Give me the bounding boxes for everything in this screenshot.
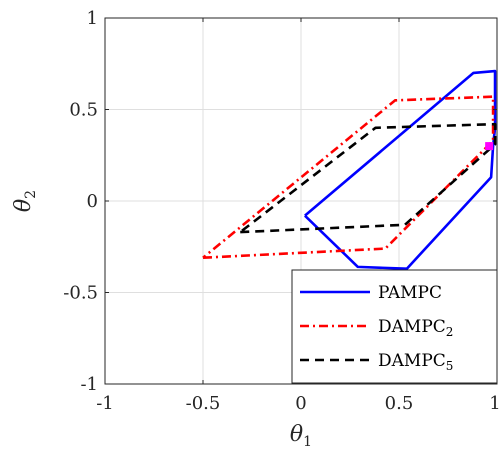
x-axis-label: θ1	[290, 422, 312, 450]
series-group	[202, 69, 497, 271]
legend: PAMPC DAMPC2 DAMPC5	[291, 269, 498, 384]
series-line-2	[239, 122, 497, 234]
y-axis-label: θ2	[11, 190, 39, 212]
y-tick-label-2: 0	[87, 191, 98, 212]
legend-label-pampc: PAMPC	[378, 283, 442, 303]
y-tick-labels: -1 -0.5 0 0.5 1	[63, 8, 98, 395]
y-tick-label-0: -1	[80, 374, 98, 395]
y-axis-label-sub: 2	[23, 190, 39, 199]
y-tick-label-3: 0.5	[69, 100, 98, 121]
legend-label-dampc5-sub: 5	[446, 359, 454, 373]
series-line-1	[202, 95, 495, 260]
x-axis-label-sub: 1	[303, 434, 312, 450]
x-axis-label-main: θ	[290, 422, 303, 447]
legend-label-dampc2-main: DAMPC	[378, 317, 446, 337]
x-tick-label-1: -0.5	[186, 393, 221, 414]
x-tick-label-0: -1	[96, 393, 114, 414]
y-axis-label-main: θ	[11, 199, 36, 212]
marker-point	[485, 142, 494, 151]
legend-label-pampc-main: PAMPC	[378, 283, 442, 303]
x-tick-labels: -1 -0.5 0 0.5 1	[96, 393, 501, 414]
legend-label-dampc2: DAMPC2	[378, 317, 453, 339]
x-tick-label-4: 1	[489, 393, 500, 414]
x-tick-label-3: 0.5	[385, 393, 414, 414]
y-tick-label-1: -0.5	[63, 283, 98, 304]
legend-label-dampc5: DAMPC5	[378, 351, 453, 373]
legend-label-dampc5-main: DAMPC	[378, 351, 446, 371]
marker-group	[485, 142, 494, 151]
legend-label-dampc2-sub: 2	[446, 325, 454, 339]
y-tick-label-4: 1	[87, 8, 98, 29]
x-tick-label-2: 0	[295, 393, 306, 414]
